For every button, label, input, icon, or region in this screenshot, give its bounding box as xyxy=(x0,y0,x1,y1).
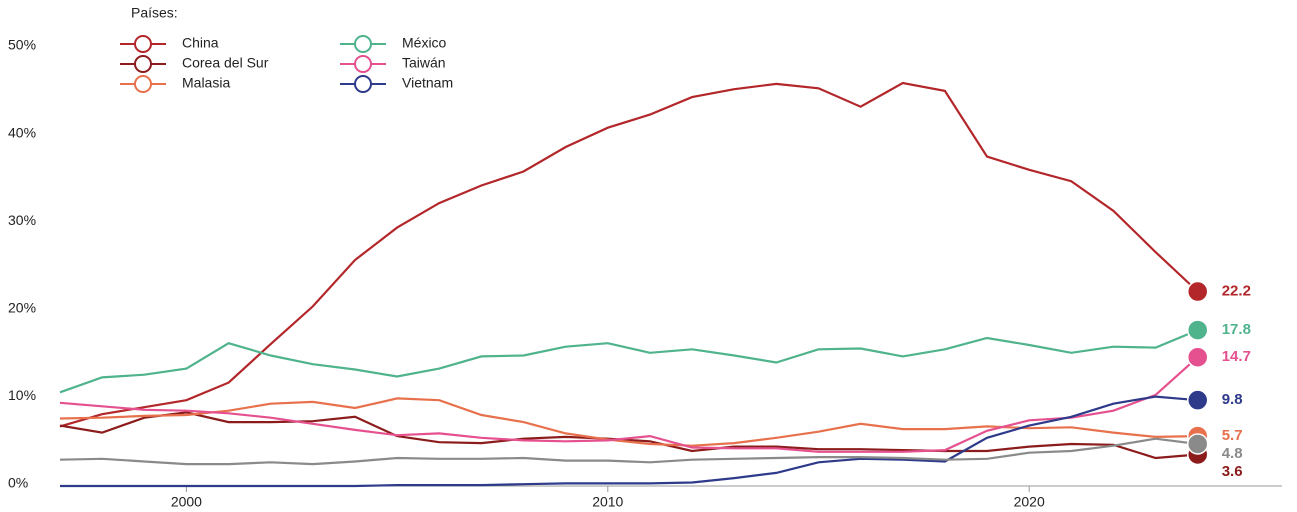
legend-label: China xyxy=(182,35,219,51)
series-line xyxy=(59,329,1199,394)
y-tick-label: 10% xyxy=(8,387,36,403)
series-line xyxy=(60,395,1198,488)
series-line xyxy=(59,397,1198,447)
legend-marker xyxy=(134,35,152,53)
y-tick-label: 50% xyxy=(8,37,36,53)
y-tick-label: 40% xyxy=(8,124,36,140)
series-line xyxy=(59,356,1199,453)
data-label: 14.7 xyxy=(1222,348,1251,365)
data-label: 17.8 xyxy=(1222,321,1251,338)
legend-label: Malasia xyxy=(182,75,230,91)
legend-marker xyxy=(354,35,372,53)
legend-title: Países: xyxy=(131,5,178,21)
x-tick-label: 2010 xyxy=(592,494,623,510)
legend-label: Corea del Sur xyxy=(182,55,269,71)
end-marker xyxy=(1186,389,1209,411)
end-marker xyxy=(1186,346,1209,368)
y-tick-label: 30% xyxy=(8,212,36,228)
end-marker xyxy=(1186,280,1209,303)
y-tick-label: 20% xyxy=(8,300,36,316)
legend-marker xyxy=(134,75,152,93)
legend-marker xyxy=(354,75,372,93)
data-label: 9.8 xyxy=(1222,391,1243,408)
series-line xyxy=(59,81,1199,428)
data-label: 22.2 xyxy=(1222,282,1251,299)
x-tick-label: 2020 xyxy=(1014,494,1045,510)
data-label: 3.6 xyxy=(1222,463,1243,480)
end-marker xyxy=(1186,433,1209,455)
data-label: 5.7 xyxy=(1222,427,1243,444)
legend-marker xyxy=(354,55,372,73)
data-label: 4.8 xyxy=(1222,445,1243,462)
y-tick-label: 0% xyxy=(8,475,28,491)
legend-label: Vietnam xyxy=(402,75,453,91)
legend-label: Taiwán xyxy=(402,55,446,71)
series-line xyxy=(59,437,1198,466)
legend-label: México xyxy=(402,35,447,51)
series-line xyxy=(59,411,1198,460)
x-tick-label: 2000 xyxy=(171,494,202,510)
legend-marker xyxy=(134,55,152,73)
end-marker xyxy=(1186,319,1209,341)
